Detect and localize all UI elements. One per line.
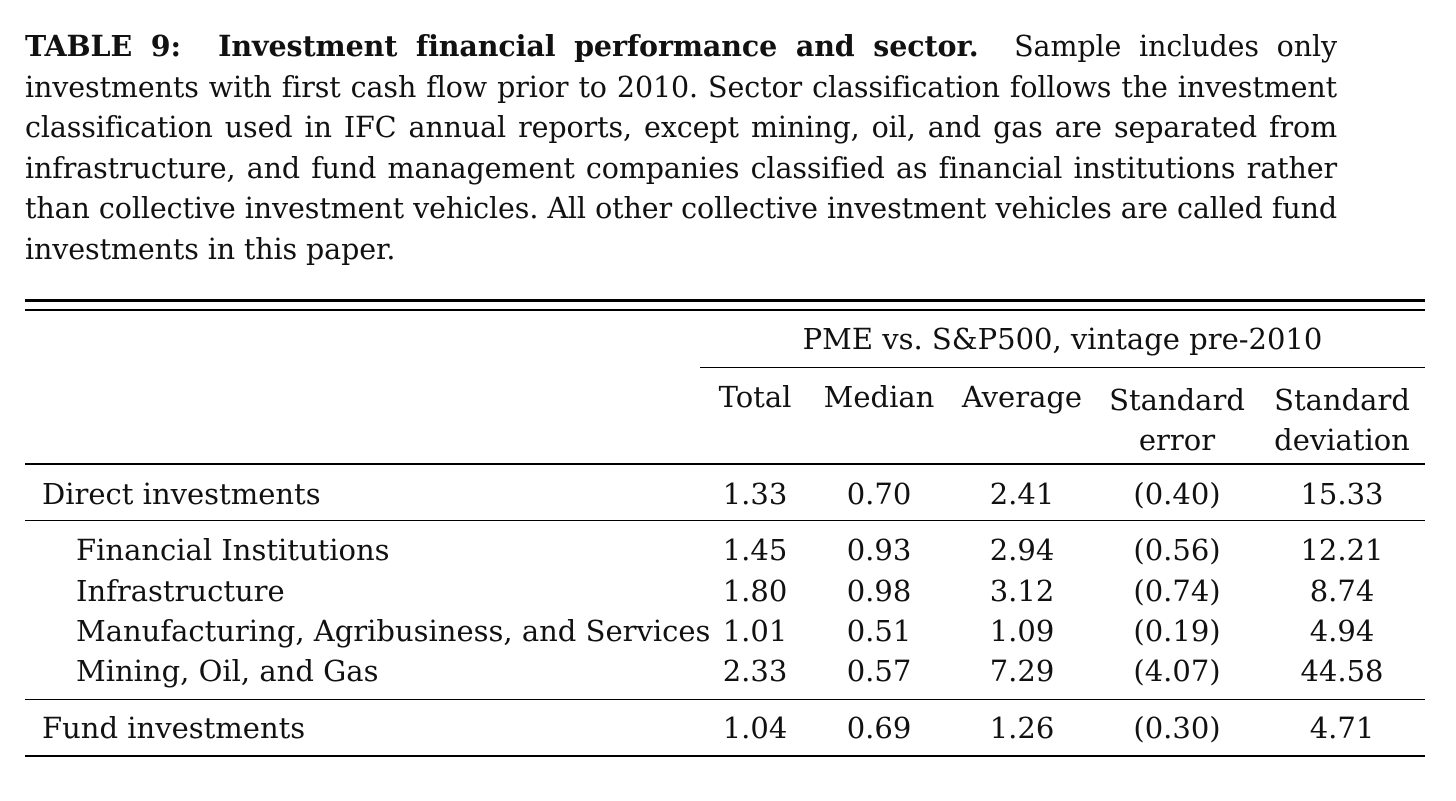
row-label-infrastructure: Infrastructure [76,574,285,608]
table-cell: (4.07) [1133,654,1221,688]
table-cell: 0.51 [846,614,912,648]
table-cell: 1.80 [722,574,788,608]
row-label-fund-investments: Fund investments [42,711,306,745]
table-cell: 15.33 [1300,477,1384,511]
column-header-standard-deviation: Standard deviation [1274,383,1410,457]
table-cell: 1.01 [722,614,788,648]
row-label-direct-investments: Direct investments [42,477,321,511]
table-cell: 3.12 [989,574,1055,608]
table-cell: 0.93 [846,533,912,567]
table-cell: 1.04 [722,711,788,745]
table-cell: 7.29 [989,654,1055,688]
table-bottom-rule [25,755,1425,757]
table-cell: 8.74 [1309,574,1375,608]
table-cell: (0.19) [1133,614,1221,648]
table-cell: 1.09 [989,614,1055,648]
caption-title: TABLE 9: Investment financial performanc… [25,29,979,63]
table-cell: 2.94 [989,533,1055,567]
table-top-rule-1 [25,299,1425,302]
table-top-rule-2 [25,309,1425,311]
column-header-standard-error: Standard error [1109,383,1245,457]
section-rule-1 [25,520,1425,521]
table-cell: 0.57 [846,654,912,688]
table-cell: 12.21 [1300,533,1384,567]
column-header-median: Median [823,380,935,414]
group-header: PME vs. S&P500, vintage pre-2010 [802,322,1323,356]
table-cell: 2.41 [989,477,1055,511]
table-cell: 0.70 [846,477,912,511]
table-cell: 4.71 [1309,711,1375,745]
table-caption: TABLE 9: Investment financial performanc… [25,26,1337,270]
row-label-manufacturing: Manufacturing, Agribusiness, and Service… [76,614,711,648]
table-cell: (0.74) [1133,574,1221,608]
table-cell: 4.94 [1309,614,1375,648]
caption-body: Sample includes only investments with fi… [25,30,1337,266]
table-cell: (0.30) [1133,711,1221,745]
column-header-total: Total [718,380,792,414]
column-header-average: Average [961,380,1083,414]
table-cell: 1.26 [989,711,1055,745]
section-rule-2 [25,699,1425,700]
table-cell: 0.98 [846,574,912,608]
table-cell: 2.33 [722,654,788,688]
table-cell: (0.56) [1133,533,1221,567]
table-cell: (0.40) [1133,477,1221,511]
caption-label: TABLE 9: [25,29,181,63]
row-label-financial-institutions: Financial Institutions [76,533,390,567]
table-cell: 0.69 [846,711,912,745]
table-cell: 1.33 [722,477,788,511]
header-bottom-rule [25,463,1425,465]
table-cell: 44.58 [1300,654,1384,688]
group-header-rule [700,367,1425,368]
table-cell: 1.45 [722,533,788,567]
row-label-mining-oil-gas: Mining, Oil, and Gas [76,654,379,688]
caption-title-text: Investment financial performance and sec… [218,29,979,63]
